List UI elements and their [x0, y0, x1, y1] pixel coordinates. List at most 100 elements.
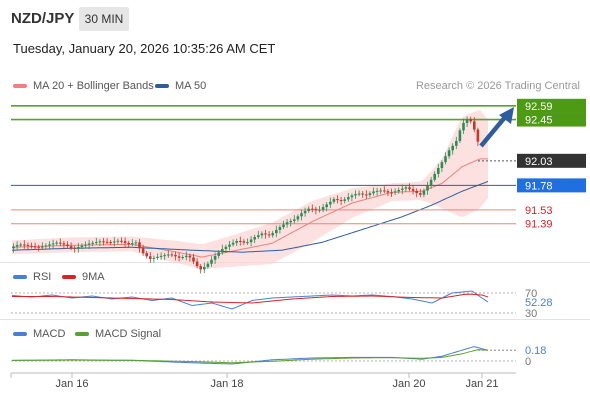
- forecast-arrow-head-icon: [499, 107, 514, 124]
- candle-body: [199, 266, 202, 270]
- candle-body: [188, 255, 192, 258]
- candle-body: [451, 145, 454, 151]
- candle-body: [372, 191, 375, 194]
- legend-rsi-label: RSI: [33, 271, 52, 283]
- candle-body: [379, 190, 382, 192]
- candle-body: [102, 241, 105, 243]
- legend-macd-signal: MACD Signal: [75, 328, 161, 340]
- candle-body: [217, 252, 220, 256]
- panel-divider: [0, 262, 590, 263]
- candle-body: [383, 190, 386, 192]
- candle-body: [307, 208, 310, 211]
- candle-body: [98, 241, 102, 243]
- candle-body: [300, 213, 303, 217]
- candle-body: [458, 130, 462, 141]
- candle-body: [329, 201, 332, 205]
- candle-body: [473, 121, 476, 130]
- legend-macd-signal-label: MACD Signal: [95, 328, 162, 340]
- candle-body: [145, 253, 148, 257]
- forecast-arrow: [479, 114, 508, 148]
- candle-body: [397, 189, 400, 192]
- panel-divider: [0, 319, 590, 320]
- x-tick-label-jan-21: Jan 21: [465, 378, 498, 390]
- candle-body: [185, 255, 188, 258]
- candle-body: [231, 242, 235, 245]
- candle-body: [95, 242, 98, 244]
- timestamp: Tuesday, January 20, 2026 10:35:26 AM CE…: [13, 41, 276, 56]
- timeframe-button[interactable]: 30 MIN: [79, 7, 129, 31]
- legend-ma50-label: MA 50: [175, 80, 207, 92]
- candle-body: [408, 187, 411, 190]
- candle-body: [177, 256, 181, 258]
- candle-body: [167, 254, 170, 256]
- candle-body: [51, 243, 55, 245]
- candle-body: [15, 245, 19, 247]
- level-label-92.03: 92.03: [525, 156, 553, 168]
- ma20-line: [11, 158, 488, 258]
- rsi-line: [11, 290, 489, 310]
- rsi-swatch-icon: [13, 275, 27, 279]
- candle-body: [221, 248, 224, 253]
- candle-body: [368, 193, 372, 196]
- candle-body: [267, 234, 271, 236]
- candle-body: [19, 244, 22, 246]
- candle-body: [59, 242, 62, 244]
- candle-body: [303, 210, 307, 214]
- candle-body: [275, 229, 278, 234]
- candle-body: [156, 256, 159, 258]
- candle-body: [181, 257, 184, 259]
- candle-body: [401, 188, 404, 190]
- bollinger-band: [12, 109, 488, 269]
- candle-body: [404, 187, 408, 189]
- macd-swatch-icon: [13, 332, 27, 336]
- credit-text: Research © 2026 Trading Central: [415, 80, 580, 92]
- candle-body: [455, 140, 458, 146]
- candle-body: [289, 220, 292, 223]
- candle-body: [278, 227, 282, 230]
- candle-body: [138, 242, 141, 249]
- level-tag-92.59: [517, 98, 586, 113]
- candle-body: [347, 197, 350, 200]
- candle-body: [350, 195, 354, 198]
- candle-body: [429, 179, 433, 186]
- legend-ma50: MA 50: [155, 80, 206, 92]
- candle-body: [123, 241, 127, 243]
- candle-body: [419, 193, 422, 195]
- level-label-91.53: 91.53: [525, 205, 553, 217]
- candle-body: [152, 257, 156, 259]
- legend-rsi-ma-label: 9MA: [82, 271, 105, 283]
- candle-body: [361, 193, 364, 195]
- level-tag-92.03: [517, 153, 586, 168]
- candle-body: [314, 208, 318, 211]
- candle-body: [91, 242, 94, 244]
- rsi-ma-swatch-icon: [62, 275, 76, 279]
- candle-body: [210, 259, 213, 264]
- candle-body: [447, 150, 451, 157]
- candle-body: [105, 241, 109, 243]
- candle-body: [113, 241, 116, 243]
- candle-body: [163, 255, 166, 257]
- level-label-92.45: 92.45: [525, 115, 553, 127]
- level-tag-91.78: [517, 178, 586, 193]
- candle-body: [84, 244, 87, 246]
- candle-body: [224, 246, 228, 249]
- candle-body: [426, 185, 429, 191]
- candle-body: [66, 244, 69, 247]
- legend-rsi-ma: 9MA: [62, 271, 105, 283]
- candle-body: [469, 119, 472, 122]
- candle-body: [73, 247, 76, 249]
- candle-body: [23, 244, 26, 246]
- candle-body: [246, 242, 249, 244]
- legend-ma20: MA 20 + Bollinger Bands: [13, 80, 154, 92]
- candle-body: [411, 189, 415, 191]
- candle-body: [357, 193, 361, 195]
- macd-signal-swatch-icon: [75, 332, 89, 336]
- candle-body: [433, 173, 436, 180]
- rsi-ma-line: [12, 293, 489, 304]
- level-label-91.39: 91.39: [525, 219, 553, 231]
- rsi-level-label-30: 30: [525, 308, 537, 320]
- candle-body: [282, 224, 285, 228]
- candle-body: [170, 254, 174, 256]
- candle-body: [192, 257, 195, 262]
